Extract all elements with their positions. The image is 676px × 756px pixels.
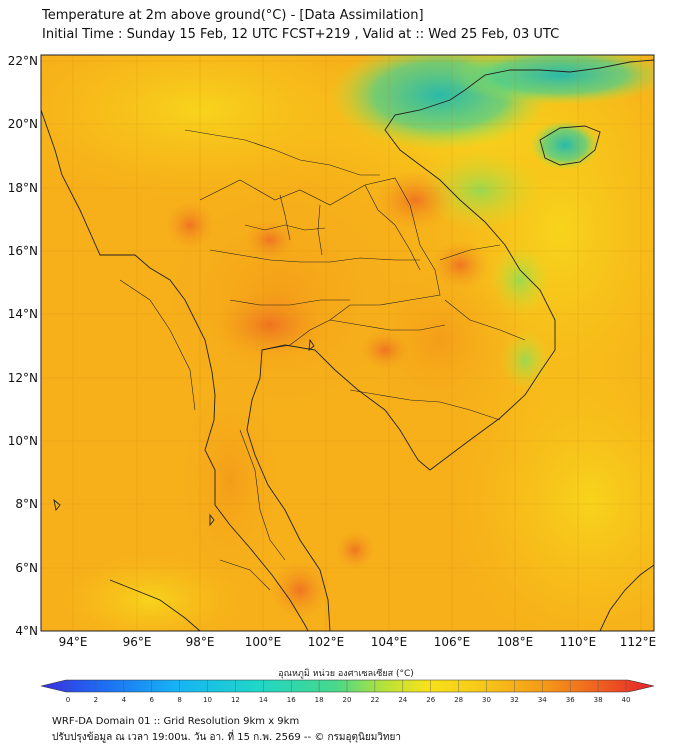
- lon-label: 94°E: [59, 635, 88, 649]
- colorbar-tick-label: 40: [622, 696, 631, 704]
- coastlines: [41, 59, 654, 631]
- colorbar-tick-label: 6: [149, 696, 154, 704]
- lon-label: 106°E: [434, 635, 471, 649]
- longitude-tick-labels: 94°E 96°E 98°E 100°E 102°E 104°E 106°E 1…: [59, 635, 657, 649]
- lon-label: 104°E: [371, 635, 408, 649]
- lat-label: 10°N: [8, 434, 38, 448]
- colorbar-tick-label: 38: [594, 696, 603, 704]
- lon-label: 96°E: [123, 635, 152, 649]
- lat-label: 20°N: [8, 117, 38, 131]
- lon-label: 100°E: [245, 635, 282, 649]
- colorbar-tick-label: 4: [122, 696, 127, 704]
- colorbar-tick-label: 26: [426, 696, 435, 704]
- lat-label: 18°N: [8, 181, 38, 195]
- chart-title: Temperature at 2m above ground(°C) - [Da…: [42, 8, 424, 23]
- lon-label: 110°E: [560, 635, 597, 649]
- colorbar-tick-label: 24: [398, 696, 407, 704]
- colorbar-tick-label: 32: [510, 696, 519, 704]
- colorbar-tick-label: 22: [370, 696, 379, 704]
- lat-label: 4°N: [15, 624, 38, 638]
- colorbar-tick-label: 16: [287, 696, 296, 704]
- borders: [119, 129, 526, 591]
- lon-label: 112°E: [620, 635, 657, 649]
- colorbar-label: อุณหภูมิ หน่วย องศาเซลเซียส (°C): [278, 668, 414, 679]
- map-frame: [40, 54, 655, 632]
- colorbar-tick-label: 14: [259, 696, 268, 704]
- lat-label: 22°N: [8, 54, 38, 68]
- lat-label: 6°N: [15, 561, 38, 575]
- colorbar-tick-label: 20: [343, 696, 352, 704]
- colorbar-tick-label: 0: [66, 696, 70, 704]
- lat-label: 12°N: [8, 371, 38, 385]
- colorbar-ticks: 0 2 4 6 8 10 12 14 16 18 20 22 24 26 28 30 32 34 36 38 40: [66, 680, 631, 704]
- colorbar-tick-label: 36: [566, 696, 575, 704]
- colorbar-tick-label: 30: [482, 696, 491, 704]
- lon-label: 102°E: [308, 635, 345, 649]
- colorbar-tick-label: 8: [177, 696, 181, 704]
- chart-subtitle: Initial Time : Sunday 15 Feb, 12 UTC FCS…: [42, 27, 560, 42]
- graticule: [41, 55, 654, 631]
- latitude-tick-labels: 22°N 20°N 18°N 16°N 14°N 12°N 10°N 8°N 6…: [8, 54, 38, 638]
- model-info: WRF-DA Domain 01 :: Grid Resolution 9km …: [52, 716, 300, 727]
- temperature-field: [41, 55, 654, 631]
- colorbar-tick-label: 12: [231, 696, 240, 704]
- colorbar: [40, 679, 655, 693]
- colorbar-tick-label: 2: [94, 696, 98, 704]
- lat-label: 16°N: [8, 244, 38, 258]
- update-credit: ปรับปรุงข้อมูล ณ เวลา 19:00น. วัน อา. ที…: [52, 732, 401, 743]
- lat-label: 8°N: [15, 497, 38, 511]
- lon-label: 108°E: [497, 635, 534, 649]
- lat-label: 14°N: [8, 307, 38, 321]
- colorbar-tick-label: 10: [203, 696, 212, 704]
- colorbar-tick-label: 18: [315, 696, 324, 704]
- colorbar-tick-label: 34: [538, 696, 547, 704]
- colorbar-tick-label: 28: [454, 696, 463, 704]
- lon-label: 98°E: [186, 635, 215, 649]
